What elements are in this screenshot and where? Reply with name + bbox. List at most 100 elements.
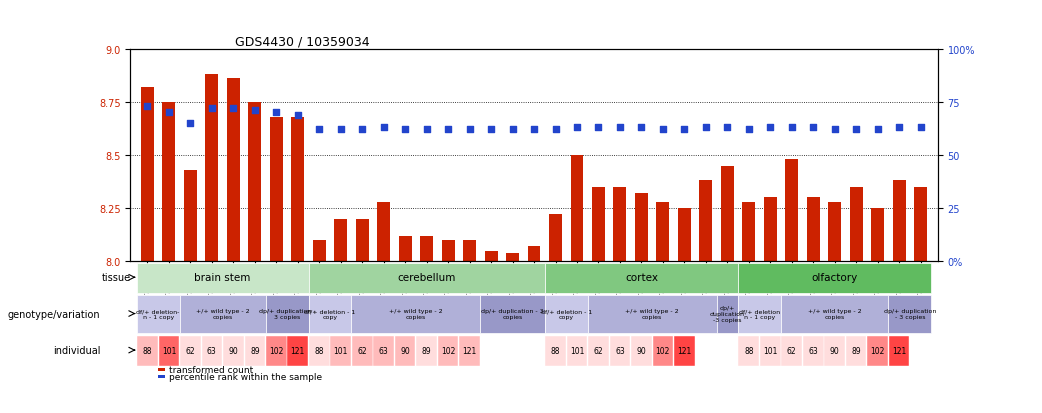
Point bbox=[203, 106, 220, 112]
Bar bbox=[721, 166, 734, 261]
Text: 62: 62 bbox=[185, 346, 195, 355]
Point bbox=[225, 106, 242, 112]
Bar bbox=[270, 117, 282, 261]
FancyBboxPatch shape bbox=[266, 336, 287, 366]
Bar bbox=[506, 253, 519, 261]
Text: dp/+ duplication -
3 copies: dp/+ duplication - 3 copies bbox=[258, 309, 316, 319]
Point bbox=[654, 127, 671, 133]
Bar bbox=[292, 117, 304, 261]
Text: +/+ wild type - 2
copies: +/+ wild type - 2 copies bbox=[196, 309, 249, 319]
FancyBboxPatch shape bbox=[610, 336, 630, 366]
Point bbox=[719, 125, 736, 131]
FancyBboxPatch shape bbox=[308, 336, 329, 366]
Text: 90: 90 bbox=[637, 346, 646, 355]
Bar bbox=[893, 181, 905, 261]
Point bbox=[139, 104, 155, 110]
FancyBboxPatch shape bbox=[867, 336, 888, 366]
Text: dp/+ duplication
- 3 copies: dp/+ duplication - 3 copies bbox=[884, 309, 936, 319]
FancyBboxPatch shape bbox=[266, 296, 308, 333]
Text: olfactory: olfactory bbox=[812, 273, 858, 282]
Text: 101: 101 bbox=[333, 346, 348, 355]
Point bbox=[247, 108, 264, 114]
Bar bbox=[871, 209, 884, 261]
Text: 101: 101 bbox=[570, 346, 585, 355]
FancyBboxPatch shape bbox=[480, 296, 545, 333]
Text: +/+ wild type - 2
copies: +/+ wild type - 2 copies bbox=[389, 309, 443, 319]
Text: GDS4430 / 10359034: GDS4430 / 10359034 bbox=[235, 36, 370, 48]
FancyBboxPatch shape bbox=[395, 336, 416, 366]
Point bbox=[160, 110, 177, 116]
Point bbox=[784, 125, 800, 131]
Text: 63: 63 bbox=[379, 346, 389, 355]
FancyBboxPatch shape bbox=[588, 296, 717, 333]
Text: 101: 101 bbox=[763, 346, 777, 355]
Text: 90: 90 bbox=[400, 346, 411, 355]
Bar bbox=[527, 247, 541, 261]
Point bbox=[634, 125, 650, 131]
Bar bbox=[163, 102, 175, 261]
Point bbox=[913, 125, 929, 131]
FancyBboxPatch shape bbox=[158, 336, 179, 366]
Point bbox=[547, 127, 564, 133]
FancyBboxPatch shape bbox=[782, 296, 889, 333]
FancyBboxPatch shape bbox=[308, 263, 545, 293]
Bar bbox=[699, 181, 713, 261]
FancyBboxPatch shape bbox=[179, 296, 266, 333]
Bar bbox=[656, 202, 669, 261]
Text: +/+ wild type - 2
copies: +/+ wild type - 2 copies bbox=[625, 309, 679, 319]
Bar bbox=[420, 236, 433, 261]
FancyBboxPatch shape bbox=[889, 296, 932, 333]
Bar bbox=[849, 188, 863, 261]
FancyBboxPatch shape bbox=[567, 336, 588, 366]
Text: 89: 89 bbox=[851, 346, 861, 355]
FancyBboxPatch shape bbox=[803, 336, 823, 366]
FancyBboxPatch shape bbox=[330, 336, 351, 366]
Point bbox=[612, 125, 628, 131]
Bar bbox=[828, 202, 841, 261]
FancyBboxPatch shape bbox=[288, 336, 308, 366]
Bar bbox=[158, 368, 165, 372]
Text: 62: 62 bbox=[357, 346, 367, 355]
Text: 121: 121 bbox=[463, 346, 477, 355]
Text: 102: 102 bbox=[655, 346, 670, 355]
FancyBboxPatch shape bbox=[631, 336, 651, 366]
FancyBboxPatch shape bbox=[738, 296, 782, 333]
Bar bbox=[248, 102, 262, 261]
FancyBboxPatch shape bbox=[824, 336, 845, 366]
FancyBboxPatch shape bbox=[223, 336, 244, 366]
Text: 63: 63 bbox=[809, 346, 818, 355]
Text: cerebellum: cerebellum bbox=[397, 273, 455, 282]
Bar bbox=[377, 202, 390, 261]
Text: 121: 121 bbox=[291, 346, 305, 355]
FancyBboxPatch shape bbox=[180, 336, 201, 366]
Bar bbox=[184, 171, 197, 261]
FancyBboxPatch shape bbox=[460, 336, 480, 366]
Bar bbox=[158, 375, 165, 379]
Text: transformed count: transformed count bbox=[169, 366, 253, 375]
Point bbox=[397, 127, 414, 133]
FancyBboxPatch shape bbox=[738, 263, 932, 293]
Bar bbox=[764, 198, 776, 261]
Text: 102: 102 bbox=[269, 346, 283, 355]
Text: 90: 90 bbox=[829, 346, 840, 355]
Bar bbox=[914, 188, 927, 261]
Point bbox=[462, 127, 478, 133]
Text: 88: 88 bbox=[551, 346, 561, 355]
Text: dp/+ duplication - 3
copies: dp/+ duplication - 3 copies bbox=[481, 309, 544, 319]
Text: genotype/variation: genotype/variation bbox=[7, 309, 100, 319]
Text: 88: 88 bbox=[744, 346, 753, 355]
Point bbox=[482, 127, 499, 133]
FancyBboxPatch shape bbox=[201, 336, 222, 366]
Bar bbox=[678, 209, 691, 261]
FancyBboxPatch shape bbox=[417, 336, 437, 366]
Point bbox=[804, 125, 821, 131]
Text: 88: 88 bbox=[315, 346, 324, 355]
FancyBboxPatch shape bbox=[674, 336, 695, 366]
Point bbox=[891, 125, 908, 131]
FancyBboxPatch shape bbox=[308, 296, 351, 333]
Text: 89: 89 bbox=[250, 346, 259, 355]
Text: 101: 101 bbox=[162, 346, 176, 355]
Bar bbox=[635, 194, 648, 261]
Text: df/+ deletion-
n - 1 copy: df/+ deletion- n - 1 copy bbox=[137, 309, 180, 319]
Point bbox=[332, 127, 349, 133]
